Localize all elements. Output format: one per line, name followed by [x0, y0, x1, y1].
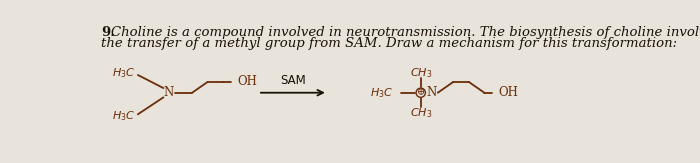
Text: $CH_3$: $CH_3$ — [410, 106, 432, 120]
Text: $CH_3$: $CH_3$ — [410, 66, 432, 80]
Text: SAM: SAM — [280, 74, 306, 87]
Text: Choline is a compound involved in neurotransmission. The biosynthesis of choline: Choline is a compound involved in neurot… — [111, 27, 700, 39]
Text: 9.: 9. — [102, 27, 116, 39]
Text: the transfer of a methyl group from SAM. Draw a mechanism for this transformatio: the transfer of a methyl group from SAM.… — [102, 37, 678, 50]
Text: ⊕: ⊕ — [416, 88, 425, 97]
Text: N: N — [164, 86, 174, 99]
Text: OH: OH — [498, 86, 518, 99]
Text: N: N — [426, 86, 437, 99]
Text: $H_3C$: $H_3C$ — [370, 86, 393, 100]
Text: OH: OH — [237, 75, 257, 89]
Text: $H_3C$: $H_3C$ — [112, 109, 136, 123]
Text: $H_3C$: $H_3C$ — [112, 67, 136, 80]
